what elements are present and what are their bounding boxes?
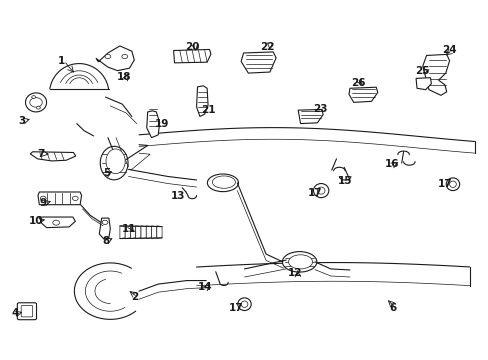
Circle shape xyxy=(105,54,111,59)
Ellipse shape xyxy=(100,146,128,180)
Polygon shape xyxy=(120,226,125,239)
Circle shape xyxy=(102,220,108,224)
Text: 23: 23 xyxy=(312,104,327,114)
Polygon shape xyxy=(146,226,151,239)
FancyBboxPatch shape xyxy=(21,306,33,317)
Ellipse shape xyxy=(446,178,459,190)
Text: 17: 17 xyxy=(307,188,322,198)
Text: 22: 22 xyxy=(260,42,274,51)
Polygon shape xyxy=(141,226,146,239)
Polygon shape xyxy=(125,226,130,239)
Text: 7: 7 xyxy=(38,149,45,158)
Ellipse shape xyxy=(288,255,312,269)
Circle shape xyxy=(53,220,60,225)
Polygon shape xyxy=(40,217,75,228)
Text: 19: 19 xyxy=(155,119,169,129)
Text: 1: 1 xyxy=(58,56,65,66)
Polygon shape xyxy=(422,54,448,95)
Polygon shape xyxy=(415,78,430,90)
FancyBboxPatch shape xyxy=(17,303,37,320)
Text: 8: 8 xyxy=(102,236,109,246)
Text: 10: 10 xyxy=(29,216,43,226)
Ellipse shape xyxy=(237,298,251,311)
Ellipse shape xyxy=(448,181,455,188)
Polygon shape xyxy=(130,226,136,239)
Text: 6: 6 xyxy=(388,303,396,313)
Text: 24: 24 xyxy=(441,45,456,55)
Ellipse shape xyxy=(282,252,316,272)
Polygon shape xyxy=(146,111,160,138)
Text: 20: 20 xyxy=(185,42,200,51)
Text: 16: 16 xyxy=(384,159,399,169)
Polygon shape xyxy=(30,152,76,161)
Text: 21: 21 xyxy=(201,105,215,115)
Polygon shape xyxy=(30,98,42,107)
Text: 13: 13 xyxy=(171,191,185,201)
Ellipse shape xyxy=(106,149,125,174)
Text: 2: 2 xyxy=(131,292,139,302)
Circle shape xyxy=(32,96,36,99)
Polygon shape xyxy=(99,218,110,239)
Polygon shape xyxy=(196,86,208,117)
Text: 17: 17 xyxy=(228,303,243,313)
Text: 12: 12 xyxy=(287,269,302,279)
Polygon shape xyxy=(25,93,46,112)
Polygon shape xyxy=(136,226,141,239)
Polygon shape xyxy=(96,46,134,71)
Text: 11: 11 xyxy=(122,224,137,234)
Text: 9: 9 xyxy=(40,198,47,208)
Text: 26: 26 xyxy=(350,78,365,88)
Ellipse shape xyxy=(207,174,238,192)
Text: 4: 4 xyxy=(12,309,19,318)
Polygon shape xyxy=(38,192,81,205)
Ellipse shape xyxy=(313,184,328,198)
Polygon shape xyxy=(241,52,276,73)
Polygon shape xyxy=(348,87,377,102)
Ellipse shape xyxy=(241,301,247,307)
Ellipse shape xyxy=(212,176,235,188)
Ellipse shape xyxy=(317,187,325,194)
Text: 3: 3 xyxy=(19,116,26,126)
Text: 17: 17 xyxy=(437,179,451,189)
Polygon shape xyxy=(151,226,157,239)
Circle shape xyxy=(41,196,46,201)
Circle shape xyxy=(37,106,41,109)
Text: 5: 5 xyxy=(103,168,110,178)
Text: 14: 14 xyxy=(198,282,212,292)
Circle shape xyxy=(72,196,78,201)
Polygon shape xyxy=(173,49,210,63)
Text: 25: 25 xyxy=(415,66,429,76)
Polygon shape xyxy=(157,226,162,239)
Polygon shape xyxy=(298,109,323,123)
Text: 18: 18 xyxy=(116,72,131,82)
Circle shape xyxy=(122,54,127,59)
Text: 15: 15 xyxy=(337,176,352,186)
